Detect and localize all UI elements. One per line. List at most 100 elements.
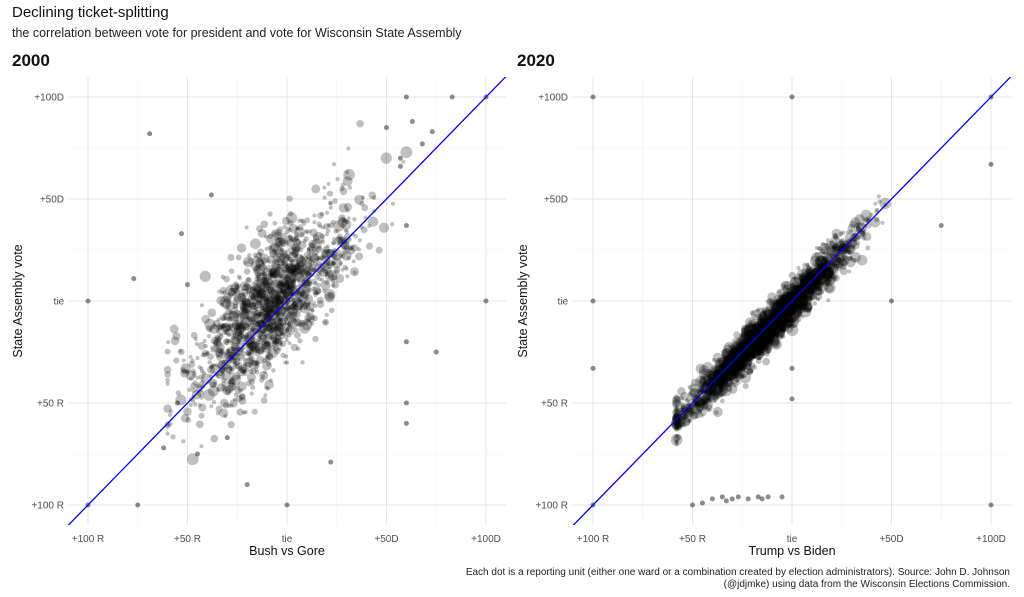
data-point xyxy=(799,296,807,304)
data-point xyxy=(848,256,853,260)
data-point xyxy=(751,346,757,351)
data-point xyxy=(779,328,786,335)
data-point xyxy=(747,350,753,356)
data-point xyxy=(803,296,808,301)
data-point xyxy=(267,286,276,295)
data-point xyxy=(749,344,753,349)
data-point xyxy=(810,288,816,294)
data-point xyxy=(788,308,795,315)
data-point xyxy=(306,301,311,306)
data-point xyxy=(293,271,299,276)
data-point xyxy=(270,280,275,285)
data-point xyxy=(724,387,729,392)
data-point xyxy=(775,312,780,317)
data-point xyxy=(795,298,800,303)
data-point xyxy=(772,325,779,332)
data-point xyxy=(212,339,218,345)
data-point xyxy=(213,342,225,354)
data-point xyxy=(755,335,765,345)
data-point xyxy=(744,350,749,355)
data-point xyxy=(734,351,739,356)
data-point xyxy=(764,329,774,340)
x-tick-label: +100 R xyxy=(577,534,610,545)
data-point xyxy=(806,295,812,300)
data-point xyxy=(282,269,287,274)
data-point xyxy=(809,285,816,293)
data-point xyxy=(725,362,736,373)
data-point xyxy=(741,331,747,337)
data-point xyxy=(806,286,811,291)
data-point xyxy=(284,286,290,292)
data-point xyxy=(741,358,746,363)
data-point xyxy=(719,377,725,382)
data-point xyxy=(740,352,750,362)
data-point xyxy=(672,398,681,408)
data-point xyxy=(590,365,596,371)
data-point xyxy=(248,378,256,385)
data-point xyxy=(802,301,813,311)
data-point xyxy=(253,349,258,354)
data-point xyxy=(760,331,772,342)
data-point xyxy=(769,311,774,316)
data-point xyxy=(291,245,300,254)
data-point xyxy=(780,296,787,303)
data-point xyxy=(333,229,338,234)
data-point xyxy=(278,292,286,299)
data-point xyxy=(777,309,783,315)
data-point xyxy=(808,297,813,302)
data-point xyxy=(240,301,253,314)
data-point xyxy=(297,299,303,305)
data-point xyxy=(694,395,699,400)
data-point xyxy=(749,356,754,362)
data-point xyxy=(702,374,710,383)
data-point xyxy=(717,357,728,368)
data-point xyxy=(261,290,266,295)
data-point xyxy=(786,294,793,301)
data-point xyxy=(765,318,774,327)
data-point xyxy=(759,316,764,321)
data-point xyxy=(747,331,752,336)
data-point xyxy=(846,239,857,250)
data-point xyxy=(757,324,762,329)
data-point xyxy=(705,390,710,395)
data-point xyxy=(271,291,282,302)
data-point xyxy=(800,288,806,293)
data-point xyxy=(772,323,778,329)
data-point xyxy=(316,300,325,309)
data-point xyxy=(187,387,192,393)
data-point xyxy=(324,232,329,237)
data-point xyxy=(254,291,266,303)
data-point xyxy=(793,310,802,319)
data-point xyxy=(257,334,262,338)
data-point xyxy=(790,306,795,310)
data-point xyxy=(758,325,763,330)
data-point xyxy=(770,307,780,317)
data-point xyxy=(729,369,736,375)
data-point xyxy=(823,267,830,274)
data-point xyxy=(224,351,235,362)
data-point xyxy=(798,294,806,302)
data-point xyxy=(730,366,735,371)
data-point xyxy=(752,331,762,340)
data-point xyxy=(328,205,333,210)
data-point xyxy=(801,268,806,274)
data-point xyxy=(726,369,731,374)
data-point xyxy=(251,302,256,307)
data-point xyxy=(792,299,797,304)
data-point xyxy=(250,308,259,317)
data-point xyxy=(738,344,744,350)
data-point xyxy=(835,249,840,254)
data-point xyxy=(805,279,817,290)
data-point xyxy=(250,384,256,390)
data-point xyxy=(307,266,312,271)
data-point xyxy=(288,266,297,275)
data-point xyxy=(789,306,798,315)
data-point xyxy=(803,280,808,285)
data-point xyxy=(295,318,300,323)
data-point xyxy=(250,260,261,271)
data-point xyxy=(721,354,726,359)
data-point xyxy=(748,337,753,343)
data-point xyxy=(403,223,409,229)
data-point xyxy=(380,152,392,164)
data-point xyxy=(746,347,754,354)
